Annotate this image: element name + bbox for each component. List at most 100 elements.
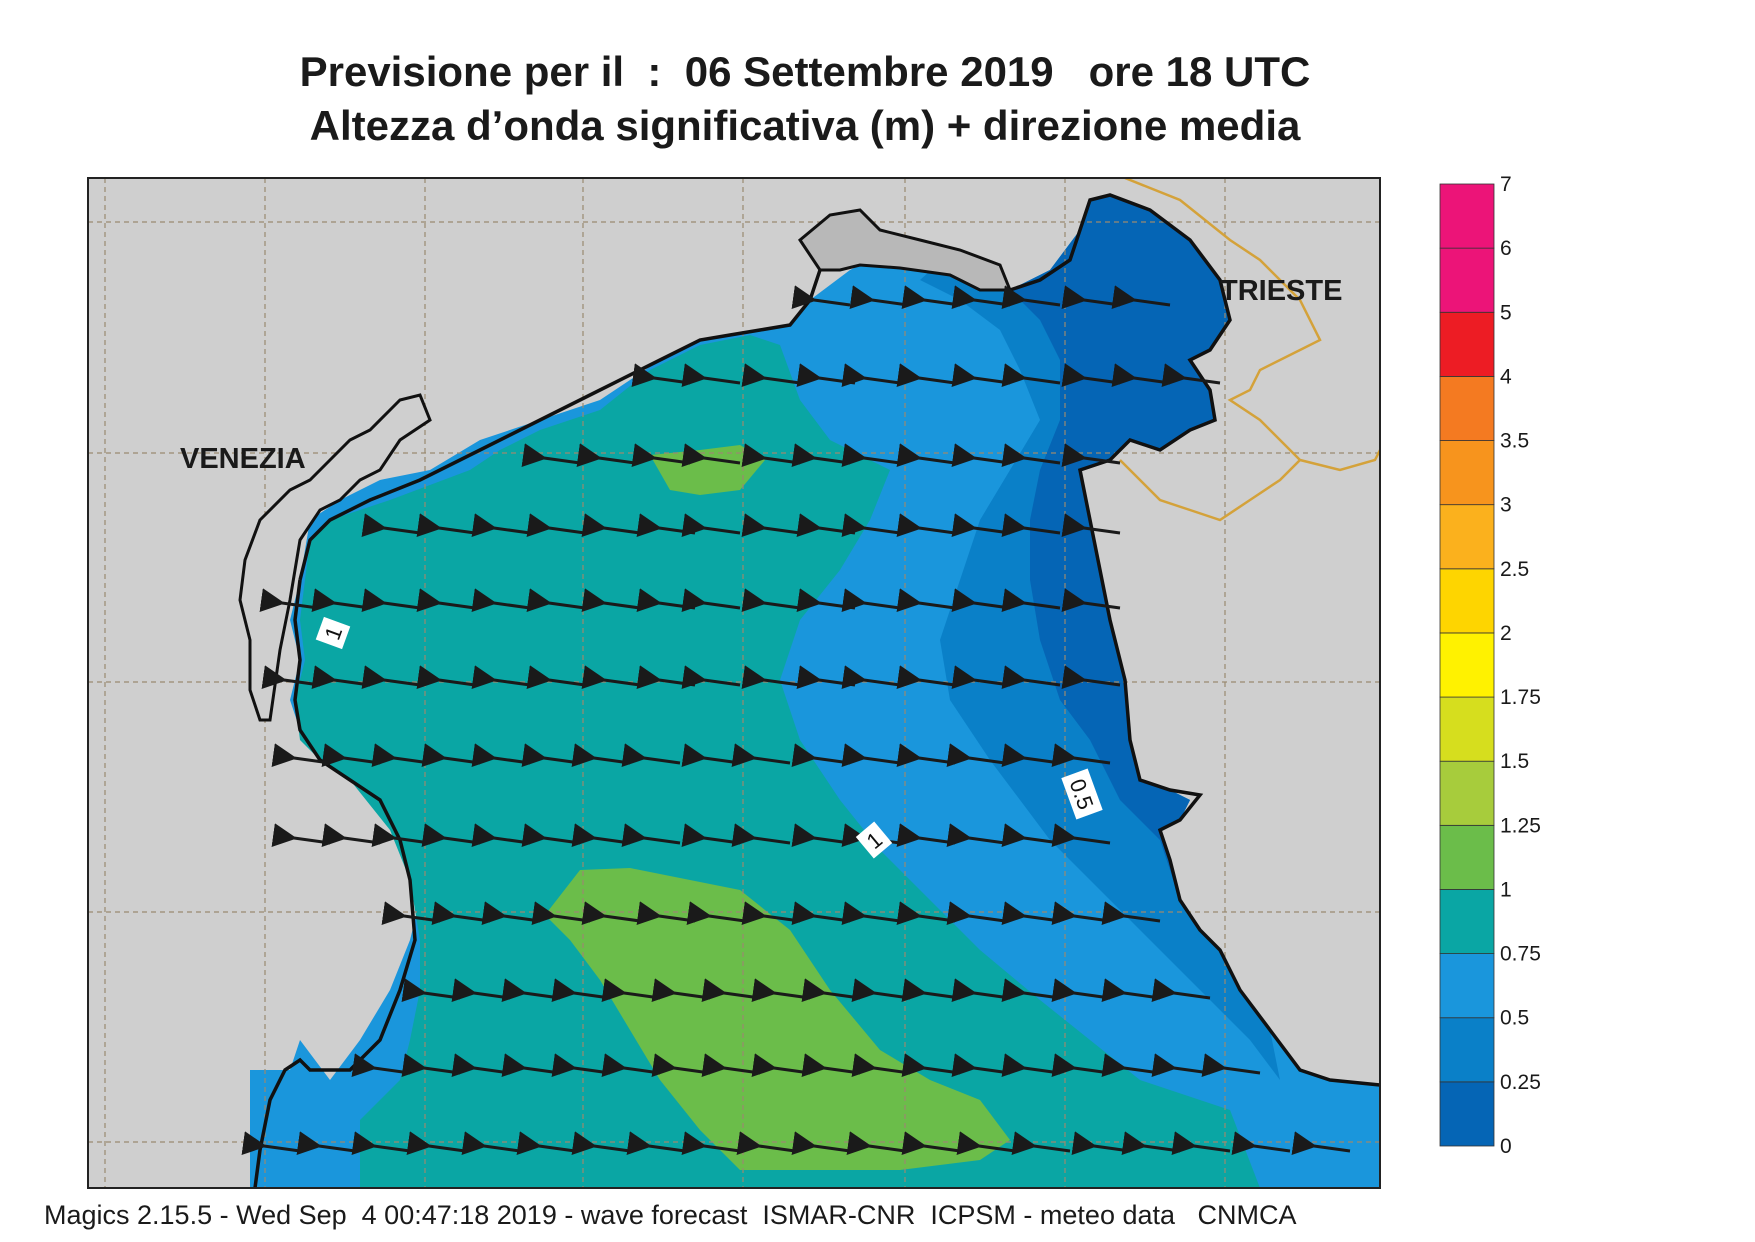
city-label-venezia: VENEZIA	[180, 443, 306, 475]
wave-arrow	[681, 1131, 741, 1155]
wave-arrow	[621, 743, 681, 767]
legend-swatch	[1439, 760, 1495, 826]
wave-arrow	[1061, 665, 1121, 689]
wave-arrow	[471, 588, 531, 612]
legend-label: 2	[1500, 622, 1512, 645]
wave-arrow	[731, 743, 791, 767]
wave-arrow	[681, 513, 741, 537]
legend-swatch	[1439, 1017, 1495, 1083]
wave-arrow	[1011, 1131, 1071, 1155]
legend-label: 7	[1500, 173, 1512, 196]
wave-arrow	[741, 513, 801, 537]
legend-label: 0.25	[1500, 1071, 1541, 1094]
title-line-2: Altezza d’onda significativa (m) + direz…	[309, 102, 1301, 149]
wave-arrow	[681, 665, 741, 689]
legend-label: 1.5	[1500, 750, 1529, 773]
wave-arrow	[896, 665, 956, 689]
legend-swatch	[1439, 696, 1495, 762]
legend-swatch	[1439, 375, 1495, 441]
coastline	[298, 193, 1380, 1087]
wave-arrow	[416, 665, 476, 689]
wave-direction-arrows	[241, 285, 1351, 1155]
wave-arrow	[841, 363, 901, 387]
wave-arrow	[1051, 743, 1111, 767]
color-legend: 0 0.25 0.5 0.75 1 1.25 1.5 1.75 2 2.5 3 3.5 4 5 6 7	[1439, 173, 1541, 1158]
wave-arrow	[471, 665, 531, 689]
wave-arrow	[791, 285, 851, 309]
wave-arrow	[896, 443, 956, 467]
legend-label: 2.5	[1500, 558, 1529, 581]
wave-arrow	[741, 363, 801, 387]
title-line-1: Previsione per il : 06 Settembre 2019 or…	[299, 48, 1311, 95]
wave-arrow	[731, 823, 791, 847]
wave-arrow	[1061, 513, 1121, 537]
legend-label: 3	[1500, 494, 1512, 517]
wave-arrow	[896, 513, 956, 537]
wave-arrow	[526, 665, 586, 689]
wave-arrow	[1051, 823, 1111, 847]
contour-label-1-west: 1	[315, 616, 351, 650]
wave-arrow	[526, 513, 586, 537]
wave-arrow	[1171, 1131, 1231, 1155]
wave-arrow	[841, 588, 901, 612]
wave-arrow	[571, 1131, 631, 1155]
wave-arrow	[681, 363, 741, 387]
wave-arrow	[681, 443, 741, 467]
wave-arrow	[361, 588, 421, 612]
wave-arrow	[791, 1131, 851, 1155]
wave-arrow	[681, 588, 741, 612]
wave-arrow	[471, 513, 531, 537]
footer-credits: Magics 2.15.5 - Wed Sep 4 00:47:18 2019 …	[44, 1200, 1297, 1230]
wave-band-1.25-1.5-south	[545, 868, 1010, 1170]
legend-swatch	[1439, 632, 1495, 698]
wave-arrow	[581, 901, 641, 925]
wave-arrow	[741, 665, 801, 689]
wave-arrow	[296, 1131, 356, 1155]
wave-arrow	[1161, 363, 1221, 387]
wave-arrow	[581, 665, 641, 689]
wave-arrow	[1001, 363, 1061, 387]
wave-arrow	[576, 443, 636, 467]
legend-swatch	[1439, 504, 1495, 570]
wave-arrow	[841, 743, 901, 767]
wave-arrow	[956, 1131, 1016, 1155]
wave-arrow	[416, 588, 476, 612]
wave-arrow	[896, 588, 956, 612]
legend-label: 5	[1500, 301, 1512, 324]
wave-arrow	[361, 665, 421, 689]
wave-arrow	[901, 1131, 961, 1155]
wave-arrow	[1201, 1053, 1261, 1077]
legend-swatch	[1439, 183, 1495, 249]
map-frame	[87, 177, 1381, 1189]
wave-arrow	[361, 513, 421, 537]
wave-arrow	[461, 1131, 521, 1155]
wave-arrow	[241, 1131, 301, 1155]
wave-arrow	[581, 513, 641, 537]
wave-arrow	[1061, 588, 1121, 612]
national-border	[1119, 178, 1380, 522]
legend-label: 6	[1500, 237, 1512, 260]
legend-label: 4	[1500, 365, 1512, 388]
legend-label: 3.5	[1500, 430, 1529, 453]
legend-label: 1.25	[1500, 814, 1541, 837]
venice-lagoon	[238, 393, 432, 722]
wave-arrow	[416, 513, 476, 537]
wave-arrow	[621, 823, 681, 847]
wave-arrow	[516, 1131, 576, 1155]
legend-swatch	[1439, 311, 1495, 377]
legend-swatch	[1439, 440, 1495, 506]
wave-arrow	[946, 823, 1006, 847]
wave-arrow	[841, 443, 901, 467]
wave-arrow	[1001, 588, 1061, 612]
legend-label: 0.75	[1500, 943, 1541, 966]
legend-label: 1.75	[1500, 686, 1541, 709]
wave-arrow	[1111, 285, 1171, 309]
wave-arrow	[1001, 513, 1061, 537]
wave-arrow	[841, 665, 901, 689]
wave-arrow	[1231, 1131, 1291, 1155]
coastline-west	[253, 579, 417, 1188]
legend-label: 0.5	[1500, 1007, 1529, 1030]
legend-swatch	[1439, 824, 1495, 890]
legend-swatch	[1439, 247, 1495, 313]
city-label-trieste: TRIESTE	[1220, 275, 1342, 307]
